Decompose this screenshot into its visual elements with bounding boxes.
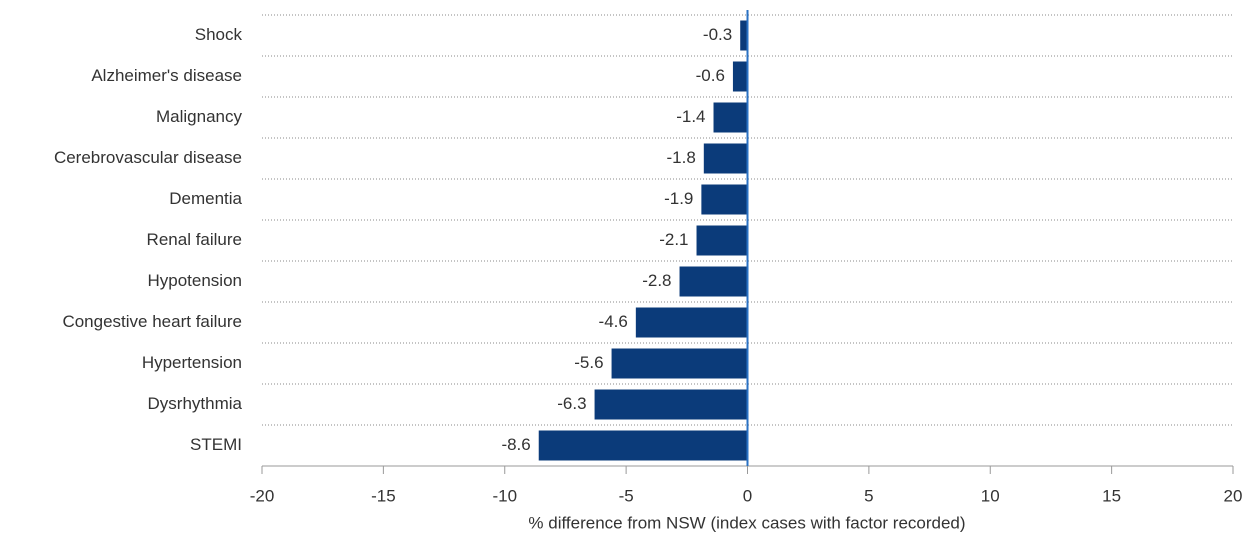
y-tick-label: Dementia (169, 189, 242, 208)
value-label: -5.6 (574, 353, 603, 372)
bar (732, 61, 748, 92)
y-tick-label: STEMI (190, 435, 242, 454)
value-label: -1.9 (664, 189, 693, 208)
y-tick-label: Malignancy (156, 107, 242, 126)
value-label: -8.6 (501, 435, 530, 454)
bar (538, 430, 748, 461)
bar (703, 143, 748, 174)
bar (635, 307, 748, 338)
y-tick-label: Dysrhythmia (148, 394, 243, 413)
bar (679, 266, 748, 297)
y-tick-label: Shock (195, 25, 243, 44)
x-tick-label: 15 (1102, 486, 1121, 505)
value-label: -6.3 (557, 394, 586, 413)
x-axis-label: % difference from NSW (index cases with … (528, 513, 965, 532)
bar (713, 102, 748, 133)
bar (740, 20, 748, 51)
y-tick-label: Congestive heart failure (62, 312, 242, 331)
y-tick-label: Hypertension (142, 353, 242, 372)
value-label: -0.6 (696, 66, 725, 85)
x-tick-label: 20 (1224, 486, 1243, 505)
y-tick-label: Cerebrovascular disease (54, 148, 242, 167)
bar (701, 184, 748, 215)
value-label: -1.8 (667, 148, 696, 167)
x-tick-label: 5 (864, 486, 873, 505)
bar (696, 225, 748, 256)
y-tick-label: Renal failure (147, 230, 242, 249)
y-tick-label: Alzheimer's disease (91, 66, 242, 85)
bar (594, 389, 748, 420)
bar (611, 348, 748, 379)
y-tick-label: Hypotension (147, 271, 242, 290)
value-label: -0.3 (703, 25, 732, 44)
value-label: -4.6 (599, 312, 628, 331)
x-tick-label: 10 (981, 486, 1000, 505)
x-tick-label: -5 (619, 486, 634, 505)
x-tick-label: -10 (492, 486, 517, 505)
value-label: -2.1 (659, 230, 688, 249)
value-label: -1.4 (676, 107, 705, 126)
x-tick-label: -15 (371, 486, 396, 505)
value-label: -2.8 (642, 271, 671, 290)
x-tick-label: -20 (250, 486, 275, 505)
x-tick-label: 0 (743, 486, 752, 505)
